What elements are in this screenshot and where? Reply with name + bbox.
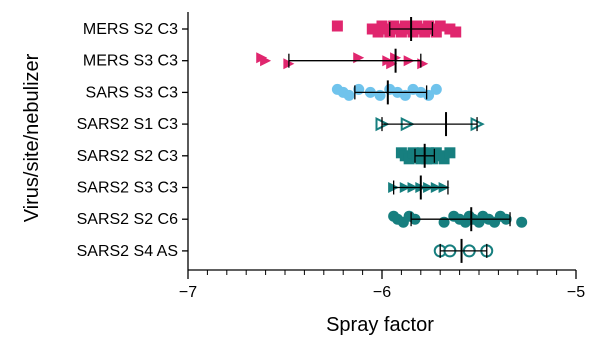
data-point — [516, 216, 528, 228]
data-point — [407, 26, 419, 38]
data-point — [343, 89, 355, 101]
data-point — [403, 153, 415, 165]
series-group — [395, 143, 456, 168]
data-point — [366, 23, 378, 35]
data-point — [372, 26, 384, 38]
series-group — [375, 112, 485, 137]
data-point — [417, 58, 429, 70]
series-group — [331, 17, 462, 41]
data-point — [353, 52, 365, 64]
y-axis-title: Virus/site/nebulizer — [21, 53, 43, 222]
data-point — [374, 89, 386, 101]
series-group — [388, 207, 528, 232]
y-tick-label: MERS S3 C3 — [83, 53, 178, 70]
data-point — [444, 147, 456, 159]
data-point — [426, 153, 438, 165]
y-tick-label: MERS S2 C3 — [83, 21, 178, 38]
data-point — [450, 26, 462, 38]
data-point — [438, 153, 450, 165]
data-point — [419, 26, 431, 38]
data-point — [395, 26, 407, 38]
data-point — [438, 216, 450, 228]
series-group — [331, 80, 442, 105]
series-group — [256, 48, 429, 73]
x-tick-label: −5 — [567, 284, 585, 301]
x-tick-label: −7 — [179, 284, 197, 301]
axes — [182, 12, 577, 279]
y-tick-label: SARS S3 C3 — [86, 84, 179, 101]
x-axis-title: Spray factor — [326, 314, 434, 336]
labels: MERS S2 C3 MERS S3 C3 SARS S3 C3 SARS2 S1 C… — [77, 21, 586, 301]
data-point — [430, 83, 442, 95]
data-point — [434, 20, 446, 32]
y-tick-label: SARS2 S3 C3 — [77, 180, 178, 197]
plot-marks — [256, 17, 528, 263]
series-group — [388, 175, 450, 200]
x-tick-label: −6 — [373, 284, 391, 301]
y-tick-label: SARS2 S1 C3 — [77, 116, 178, 133]
y-tick-label: SARS2 S2 C3 — [77, 148, 178, 165]
series-group — [433, 238, 494, 263]
data-point — [331, 20, 343, 32]
data-point — [430, 26, 442, 38]
data-point — [444, 23, 456, 35]
y-tick-label: SARS2 S2 C6 — [77, 211, 178, 228]
data-point — [260, 55, 272, 67]
y-tick-label: SARS2 S4 AS — [77, 243, 178, 260]
